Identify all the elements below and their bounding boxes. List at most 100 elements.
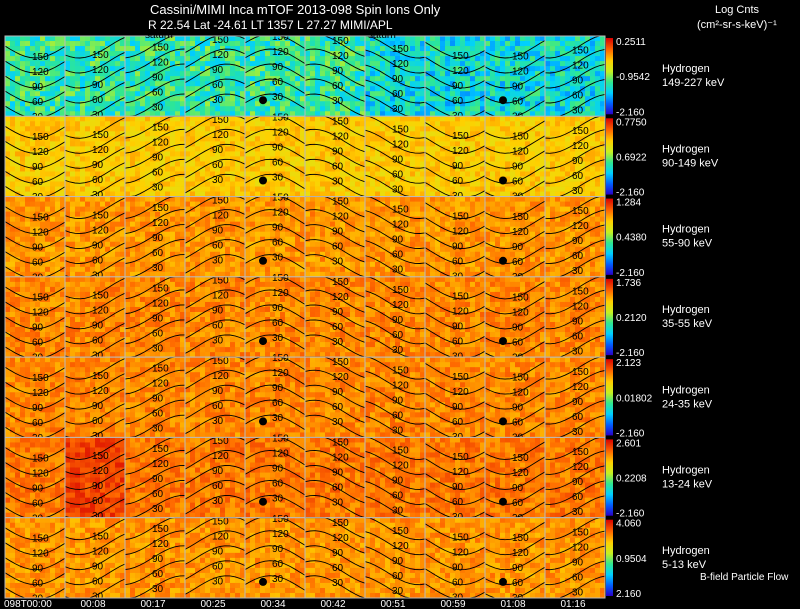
contour-line: [304, 78, 366, 102]
heatmap-cell: [95, 111, 101, 117]
heatmap-cell: [165, 46, 171, 52]
heatmap-cell: [385, 126, 391, 132]
heatmap-cell: [465, 76, 471, 82]
heatmap-cell: [210, 141, 216, 147]
heatmap-cell: [470, 141, 476, 147]
heatmap-cell: [375, 146, 381, 152]
heatmap-cell: [565, 161, 571, 167]
heatmap-cell: [130, 106, 136, 112]
heatmap-cell: [90, 271, 96, 278]
heatmap-cell: [55, 161, 61, 167]
heatmap-cell: [285, 171, 291, 177]
heatmap-cell: [600, 186, 606, 192]
energy-range-label: 90-149 keV: [662, 157, 719, 169]
heatmap-cell: [435, 46, 441, 52]
heatmap-cell: [65, 146, 71, 152]
heatmap-cell: [385, 76, 391, 82]
heatmap-cell: [70, 216, 76, 223]
heatmap-cell: [110, 206, 116, 213]
heatmap-cell: [265, 106, 271, 112]
heatmap-cell: [125, 221, 131, 228]
heatmap-cell: [45, 161, 51, 167]
contour-label: 120: [32, 227, 49, 238]
contour-label: 30: [152, 263, 164, 274]
heatmap-cell: [200, 81, 206, 87]
heatmap-cell: [195, 251, 201, 258]
heatmap-cell: [75, 141, 81, 147]
heatmap-cell: [555, 76, 561, 82]
heatmap-cell: [80, 96, 86, 102]
heatmap-cell: [485, 71, 491, 77]
heatmap-cell: [555, 181, 561, 187]
heatmap-cell: [265, 266, 271, 273]
heatmap-cell: [90, 166, 96, 172]
contour-label: 30: [272, 92, 284, 103]
heatmap-cell: [390, 101, 396, 107]
heatmap-cell: [450, 161, 456, 167]
heatmap-cell: [485, 81, 491, 87]
contour-line: [424, 71, 486, 89]
heatmap-cell: [80, 241, 86, 248]
heatmap-cell: [230, 81, 236, 87]
heatmap-cell: [255, 261, 261, 268]
heatmap-cell: [330, 71, 336, 77]
heatmap-cell: [195, 76, 201, 82]
heatmap-cell: [445, 81, 451, 87]
heatmap-cell: [150, 271, 156, 278]
heatmap-cell: [90, 106, 96, 112]
heatmap-cell: [455, 51, 461, 57]
heatmap-cell: [80, 121, 86, 127]
heatmap-cell: [205, 76, 211, 82]
heatmap-cell: [135, 201, 141, 208]
heatmap-cell: [245, 101, 251, 107]
heatmap-cell: [15, 216, 21, 223]
heatmap-cell: [275, 141, 281, 147]
heatmap-cell: [185, 221, 191, 228]
heatmap-cell: [115, 251, 121, 258]
heatmap-cell: [305, 186, 311, 192]
heatmap-cell: [585, 146, 591, 152]
heatmap-cell: [505, 166, 511, 172]
heatmap-cell: [145, 136, 151, 142]
heatmap-cell: [180, 86, 186, 92]
heatmap-cell: [210, 76, 216, 82]
heatmap-cell: [255, 131, 261, 137]
heatmap-cell: [450, 156, 456, 162]
heatmap-cell: [115, 81, 121, 87]
heatmap-cell: [580, 66, 586, 72]
heatmap-cell: [360, 111, 366, 117]
heatmap-cell: [570, 61, 576, 67]
heatmap-cell: [575, 146, 581, 152]
heatmap-cell: [515, 111, 521, 117]
heatmap-cell: [125, 231, 131, 238]
heatmap-cell: [240, 76, 246, 82]
heatmap-cell: [385, 176, 391, 182]
heatmap-cell: [240, 156, 246, 162]
heatmap-cell: [125, 261, 131, 268]
heatmap-cell: [255, 56, 261, 62]
heatmap-cell: [50, 116, 56, 122]
heatmap-cell: [10, 91, 16, 97]
heatmap-cell: [50, 151, 56, 157]
heatmap-cell: [520, 156, 526, 162]
heatmap-cell: [505, 121, 511, 127]
heatmap-cell: [285, 181, 291, 187]
heatmap-cell: [395, 51, 401, 57]
heatmap-cell: [335, 106, 341, 112]
heatmap-cell: [545, 121, 551, 127]
heatmap-cell: [405, 71, 411, 77]
heatmap-cell: [160, 146, 166, 152]
heatmap-cell: [390, 41, 396, 47]
heatmap-cell: [180, 191, 186, 197]
heatmap-cell: [90, 56, 96, 62]
colorbar-max-label: 0.2511: [616, 37, 646, 48]
heatmap-cell: [545, 136, 551, 142]
heatmap-cell: [65, 71, 71, 77]
heatmap-cell: [100, 141, 106, 147]
heatmap-cell: [145, 116, 151, 122]
heatmap-cell: [210, 161, 216, 167]
heatmap-cell: [155, 176, 161, 182]
heatmap-cell: [215, 66, 221, 72]
heatmap-cell: [560, 111, 566, 117]
heatmap-cell: [170, 256, 176, 263]
